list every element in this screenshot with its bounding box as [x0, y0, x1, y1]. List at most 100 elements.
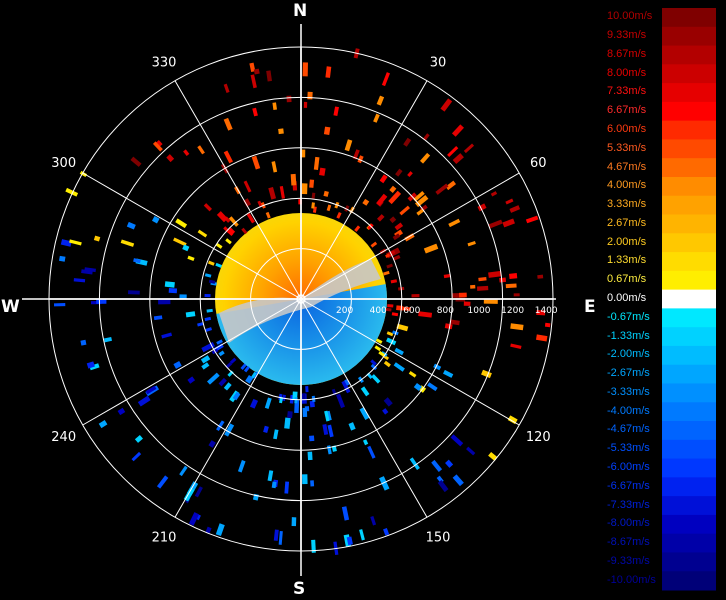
echo-gate: [208, 279, 216, 284]
colorbar-swatch: [662, 345, 716, 366]
echo-gate: [179, 294, 187, 299]
echo-gate: [423, 243, 439, 254]
echo-gate: [413, 190, 425, 202]
echo-gate: [305, 386, 309, 393]
echo-gate: [336, 211, 342, 219]
azimuth-spoke: [82, 298, 302, 426]
echo-gate: [450, 434, 464, 447]
echo-gate: [173, 361, 182, 369]
echo-gate: [81, 269, 93, 275]
echo-gate: [386, 331, 394, 337]
colorbar-swatch: [662, 514, 716, 535]
echo-gate: [287, 411, 293, 419]
echo-gate: [352, 149, 360, 160]
echo-gate: [243, 198, 252, 207]
azimuth-label: 210: [152, 530, 177, 545]
echo-gate: [301, 183, 308, 195]
compass-east-label: E: [584, 297, 596, 317]
echo-gate: [392, 254, 401, 261]
echo-gate: [418, 311, 433, 318]
echo-gate: [444, 323, 453, 330]
colorbar-label: 8.67m/s: [607, 47, 647, 60]
echo-gate: [385, 307, 392, 312]
polar-labels: 30 60 120 150 210 240 300 330 200 400 600 800 1000 12…: [51, 56, 558, 546]
echo-gate: [173, 237, 187, 247]
echo-gate: [245, 374, 254, 384]
colorbar-swatch: [662, 195, 716, 216]
echo-gate: [341, 380, 351, 394]
echo-gate: [294, 399, 300, 414]
echo-gate: [309, 179, 315, 188]
echo-gate: [223, 117, 233, 131]
colorbar-label: 3.33m/s: [607, 198, 647, 211]
echo-gate: [344, 379, 350, 386]
colorbar-label: 0.00m/s: [607, 292, 647, 304]
echo-gate: [207, 260, 215, 266]
echo-gate: [265, 211, 271, 219]
echo-gate: [427, 382, 438, 392]
range-tick-label: 1400: [535, 306, 558, 316]
colorbar-label: -7.33m/s: [607, 498, 650, 511]
echo-gate: [509, 205, 521, 213]
echo-gate: [362, 439, 369, 446]
echo-gate: [313, 156, 320, 171]
colorbar-swatch: [662, 120, 716, 140]
azimuth-spoke: [82, 172, 302, 300]
echo-gate: [185, 311, 196, 318]
echo-gate: [411, 293, 420, 298]
echo-gate: [502, 218, 515, 228]
echo-gate: [413, 382, 423, 392]
echo-gate: [203, 203, 212, 212]
echo-gate: [183, 149, 190, 157]
echo-gate: [525, 215, 539, 224]
echo-gate: [476, 285, 489, 291]
echo-gate: [376, 193, 388, 206]
echo-gate: [383, 397, 393, 407]
colorbar-swatch: [662, 252, 716, 272]
echo-gate: [537, 274, 544, 279]
echo-gate: [336, 393, 345, 409]
echo-gate: [164, 281, 175, 288]
echo-gate: [419, 152, 431, 164]
colorbar-label: -5.33m/s: [607, 442, 650, 455]
echo-gate: [388, 250, 396, 256]
azimuth-label: 300: [51, 156, 76, 171]
colorbar-label: -3.33m/s: [607, 385, 650, 398]
echo-gate: [443, 369, 454, 378]
colorbar-swatch: [662, 83, 716, 103]
compass-west-label: W: [1, 297, 20, 317]
echo-gate: [510, 343, 522, 349]
echo-gate: [359, 529, 365, 541]
echo-gate: [395, 168, 403, 177]
echo-gate: [179, 465, 188, 477]
echo-gate: [200, 355, 211, 364]
echo-gate: [309, 400, 315, 408]
azimuth-label: 240: [51, 430, 76, 445]
echo-gate: [253, 68, 260, 75]
echo-gate: [319, 167, 326, 176]
echo-gate: [250, 74, 257, 89]
echo-gate: [205, 327, 213, 332]
echo-gate: [333, 106, 339, 116]
echo-gate: [378, 350, 385, 357]
echo-gate: [458, 292, 467, 298]
echo-gate: [137, 395, 151, 407]
colorbar-swatch: [662, 421, 716, 441]
echo-gate: [86, 361, 95, 369]
echo-gate: [204, 273, 212, 278]
echo-gate: [197, 145, 205, 155]
echo-gate: [467, 241, 476, 247]
echo-gate: [477, 203, 487, 212]
echo-gate: [443, 273, 451, 279]
echo-gate: [227, 229, 234, 237]
echo-gate: [367, 445, 376, 459]
colorbar-swatch: [662, 289, 716, 309]
echo-gate: [156, 475, 169, 489]
echo-gate: [435, 183, 449, 195]
echo-gate: [166, 154, 175, 163]
echo-gate: [80, 339, 87, 346]
echo-gate: [273, 529, 279, 541]
velocity-colorbar: [662, 8, 716, 591]
echo-gate: [251, 371, 257, 379]
echo-gate: [470, 284, 476, 289]
